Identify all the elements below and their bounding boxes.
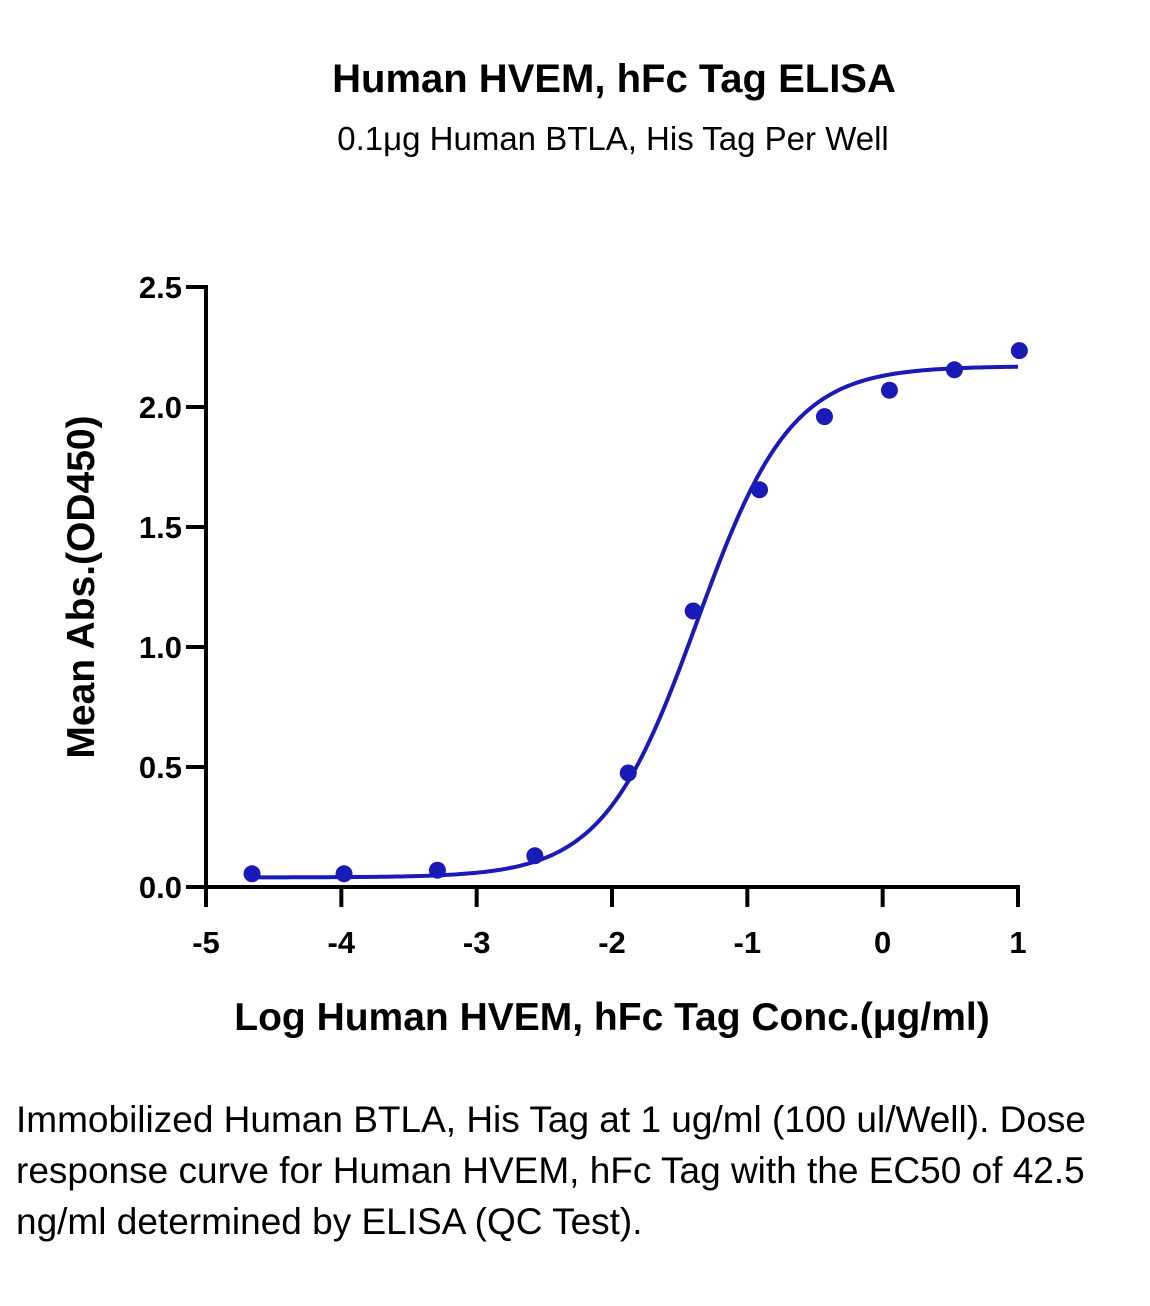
x-tick-label: -4 bbox=[328, 925, 356, 960]
data-point bbox=[1010, 342, 1028, 360]
data-point bbox=[815, 408, 833, 426]
data-point bbox=[880, 381, 898, 399]
fit-curve bbox=[252, 364, 1019, 880]
chart-subtitle: 0.1μg Human BTLA, His Tag Per Well bbox=[337, 120, 889, 157]
x-axis-label: Log Human HVEM, hFc Tag Conc.(μg/ml) bbox=[234, 996, 989, 1039]
y-tick-label: 1.5 bbox=[139, 510, 182, 545]
chart-title: Human HVEM, hFc Tag ELISA bbox=[332, 57, 896, 101]
x-axis: -5 -4 -3 -2 -1 0 1 bbox=[192, 885, 1027, 960]
data-point bbox=[684, 602, 702, 620]
elisa-chart: Human HVEM, hFc Tag ELISA 0.1μg Human BT… bbox=[60, 57, 1028, 1039]
y-tick-label: 2.0 bbox=[139, 390, 182, 425]
data-point bbox=[526, 847, 544, 865]
x-tick-label: -3 bbox=[463, 925, 491, 960]
x-tick-label: -2 bbox=[598, 925, 626, 960]
y-tick-label: 1.0 bbox=[139, 630, 182, 665]
data-points bbox=[243, 342, 1028, 883]
x-tick-label: -1 bbox=[734, 925, 762, 960]
data-point bbox=[335, 865, 353, 883]
y-tick-label: 0.5 bbox=[139, 750, 182, 785]
data-point bbox=[945, 361, 963, 379]
y-tick-label: 0.0 bbox=[139, 870, 182, 905]
data-point bbox=[751, 481, 769, 499]
x-tick-label: 0 bbox=[874, 925, 891, 960]
y-axis: 0.0 0.5 1.0 1.5 2.0 2.5 bbox=[139, 270, 208, 905]
y-axis-label: Mean Abs.(OD450) bbox=[60, 415, 103, 758]
data-point bbox=[619, 764, 637, 782]
figure-caption: Immobilized Human BTLA, His Tag at 1 ug/… bbox=[16, 1099, 1087, 1242]
y-tick-label: 2.5 bbox=[139, 270, 182, 305]
x-tick-label: -5 bbox=[192, 925, 220, 960]
data-point bbox=[428, 861, 446, 879]
data-point bbox=[243, 865, 261, 883]
x-tick-label: 1 bbox=[1009, 925, 1026, 960]
